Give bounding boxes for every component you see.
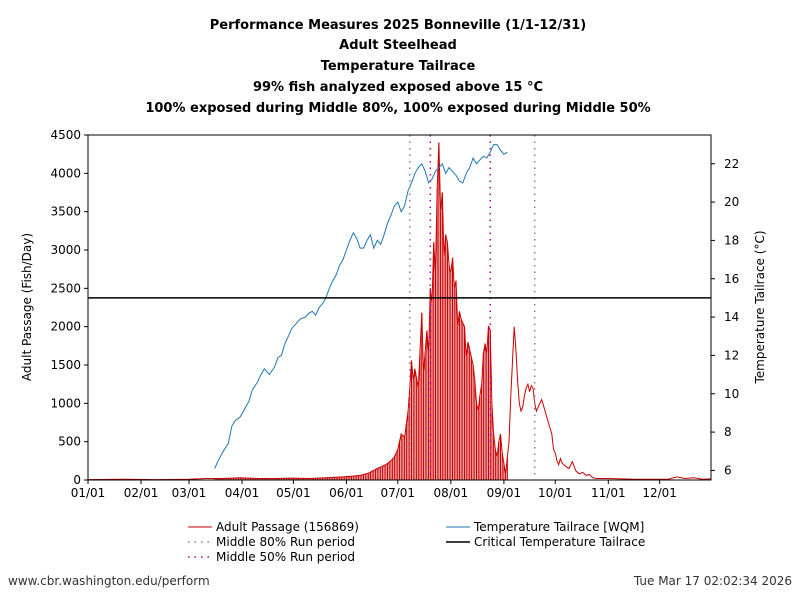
y-left-tick-label: 3000 — [50, 243, 81, 257]
plot-frame — [87, 134, 712, 481]
x-tick-label: 08/01 — [434, 486, 469, 500]
x-tick-label: 10/01 — [538, 486, 573, 500]
y-right-tick-label: 16 — [724, 272, 739, 286]
y-right-tick-label: 22 — [724, 157, 739, 171]
y-left-tick-label: 3500 — [50, 205, 81, 219]
x-tick-label: 09/01 — [487, 486, 522, 500]
x-tick-label: 01/01 — [71, 486, 106, 500]
y-right-tick-label: 8 — [724, 425, 732, 439]
legend-label-critical: Critical Temperature Tailrace — [474, 535, 645, 549]
y-left-tick-label: 0 — [73, 473, 81, 487]
x-tick-label: 03/01 — [172, 486, 207, 500]
title-line-3: Temperature Tailrace — [321, 59, 476, 74]
y-axis-left-label: Adult Passage (Fish/Day) — [20, 233, 34, 381]
y-left-tick-label: 1500 — [50, 358, 81, 372]
legend-label-middle80: Middle 80% Run period — [216, 535, 355, 549]
temperature-line — [214, 144, 508, 469]
title-line-4: 99% fish analyzed exposed above 15 °C — [253, 80, 543, 95]
x-tick-label: 05/01 — [276, 486, 311, 500]
x-tick-label: 07/01 — [380, 486, 415, 500]
y-axis-right-label: Temperature Tailrace (°C) — [753, 230, 767, 384]
title-line-2: Adult Steelhead — [339, 38, 457, 53]
passage-line — [87, 142, 712, 481]
y-left-tick-label: 4000 — [50, 166, 81, 180]
title-line-1: Performance Measures 2025 Bonneville (1/… — [210, 18, 587, 33]
y-left-tick-label: 2500 — [50, 281, 81, 295]
x-tick-label: 04/01 — [225, 486, 260, 500]
y-left-tick-label: 500 — [58, 435, 81, 449]
y-left-tick-label: 4500 — [50, 128, 81, 142]
y-right-tick-label: 6 — [724, 463, 732, 477]
legend-label-passage: Adult Passage (156869) — [216, 520, 359, 534]
source-link[interactable]: www.cbr.washington.edu/perform — [8, 574, 210, 588]
legend-label-temperature: Temperature Tailrace [WQM] — [473, 520, 644, 534]
x-tick-label: 02/01 — [124, 486, 159, 500]
y-right-tick-label: 18 — [724, 233, 739, 247]
x-tick-label: 11/01 — [591, 486, 626, 500]
y-right-tick-label: 14 — [724, 310, 739, 324]
chart-title: Performance Measures 2025 Bonneville (1/… — [145, 18, 650, 116]
y-right-tick-label: 10 — [724, 387, 739, 401]
plot-area — [87, 135, 712, 481]
axis-ticks: 01/01 02/01 03/01 04/01 05/01 06/01 07/01 08/01… — [50, 128, 739, 500]
title-line-5: 100% exposed during Middle 80%, 100% exp… — [145, 101, 650, 116]
y-left-tick-label: 2000 — [50, 320, 81, 334]
legend: Adult Passage (156869) Temperature Tailr… — [188, 520, 645, 564]
y-right-tick-label: 12 — [724, 348, 739, 362]
x-tick-label: 12/01 — [642, 486, 677, 500]
x-tick-label: 06/01 — [329, 486, 364, 500]
y-right-tick-label: 20 — [724, 195, 739, 209]
y-left-tick-label: 1000 — [50, 396, 81, 410]
legend-label-middle50: Middle 50% Run period — [216, 550, 355, 564]
generated-timestamp: Tue Mar 17 02:02:34 2026 — [633, 574, 792, 588]
